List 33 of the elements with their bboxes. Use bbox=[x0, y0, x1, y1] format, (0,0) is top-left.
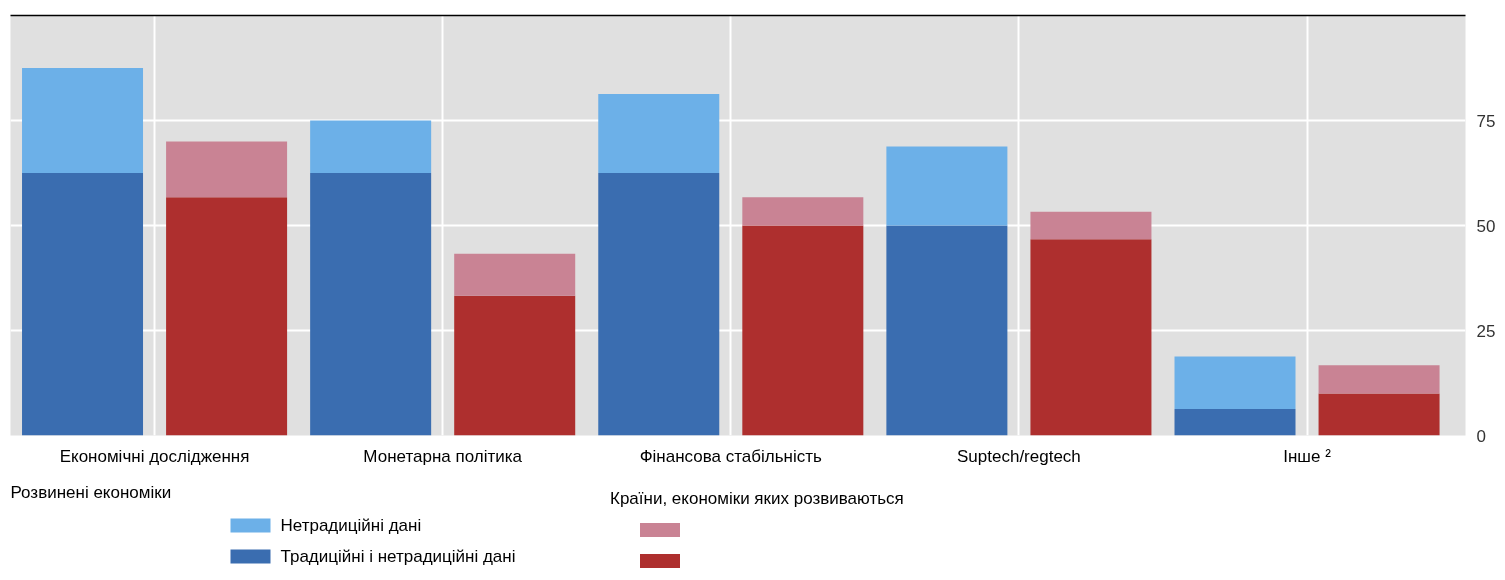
y-tick-label: 0 bbox=[1476, 426, 1486, 446]
bar bbox=[886, 225, 1008, 436]
bar bbox=[454, 295, 576, 436]
bar bbox=[886, 146, 1008, 226]
bar bbox=[1030, 211, 1152, 240]
y-tick-label: 50 bbox=[1476, 216, 1496, 236]
bar bbox=[310, 173, 432, 436]
bar bbox=[1174, 356, 1296, 410]
text: Країни, економіки яких розвиваються bbox=[610, 489, 904, 508]
y-tick-label: 25 bbox=[1476, 321, 1496, 341]
bar bbox=[22, 173, 144, 436]
bar bbox=[166, 197, 288, 436]
bar bbox=[598, 94, 720, 173]
text: Suptech/regtech bbox=[957, 446, 1081, 466]
y-tick-label: 75 bbox=[1476, 111, 1496, 131]
bar bbox=[742, 197, 864, 226]
text: Фінансова стабільність bbox=[639, 446, 823, 466]
legend-label: Нетрадиційні дані bbox=[280, 516, 422, 535]
text: Монетарна політика bbox=[363, 446, 523, 466]
bar bbox=[598, 173, 720, 436]
text: Інше ² bbox=[1283, 446, 1332, 466]
bar bbox=[1318, 365, 1440, 394]
legend-label: Традиційні і нетрадиційні дані bbox=[280, 547, 516, 566]
bar bbox=[1030, 239, 1152, 436]
bar bbox=[22, 68, 144, 173]
text: Економічні дослідження bbox=[59, 446, 250, 466]
bar bbox=[1174, 409, 1296, 436]
bar bbox=[1318, 393, 1440, 436]
text: Розвинені економіки bbox=[10, 483, 172, 502]
bar bbox=[310, 120, 432, 173]
bar bbox=[454, 253, 576, 296]
bar bbox=[742, 225, 864, 436]
bar bbox=[166, 141, 288, 198]
